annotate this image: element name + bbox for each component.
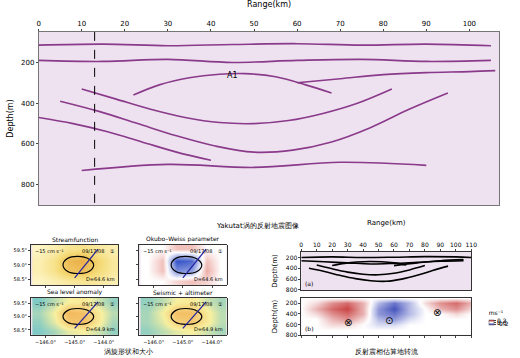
svg-text:~15 cm s⁻¹: ~15 cm s⁻¹: [143, 301, 172, 307]
svg-text:Seismic + altimeter: Seismic + altimeter: [153, 289, 213, 296]
svg-text:40: 40: [359, 241, 367, 248]
svg-text:60: 60: [390, 241, 398, 248]
svg-text:−146.0°: −146.0°: [35, 339, 57, 345]
svg-text:200: 200: [286, 299, 298, 306]
svg-text:Yakutat涡的反射地震图像: Yakutat涡的反射地震图像: [216, 222, 299, 230]
svg-text:Depth(m): Depth(m): [271, 299, 279, 333]
svg-text:D=64.9 km: D=64.9 km: [86, 326, 115, 332]
svg-text:09/17/08: 09/17/08: [190, 248, 212, 254]
svg-text:Okubo–Weiss parameter: Okubo–Weiss parameter: [146, 235, 220, 243]
svg-text:Streamfunction: Streamfunction: [52, 236, 98, 243]
svg-text:−144.0°: −144.0°: [202, 339, 224, 345]
svg-text:09/17/08: 09/17/08: [82, 248, 104, 254]
svg-text:59.5°: 59.5°: [13, 300, 27, 306]
svg-text:59.0°: 59.0°: [13, 262, 27, 268]
svg-text:800: 800: [286, 331, 298, 338]
svg-text:58.5°: 58.5°: [13, 327, 27, 333]
svg-text:涡旋形状和大小: 涡旋形状和大小: [104, 348, 153, 356]
svg-text:09/17/08: 09/17/08: [82, 301, 104, 307]
svg-text:−146.0°: −146.0°: [143, 339, 165, 345]
svg-text:50: 50: [250, 20, 259, 28]
svg-text:Depth(m): Depth(m): [271, 254, 279, 288]
svg-text:①: ①: [218, 301, 223, 307]
svg-text:①: ①: [110, 301, 115, 307]
svg-text:(b): (b): [305, 325, 314, 332]
svg-text:~15 cm s⁻¹: ~15 cm s⁻¹: [35, 248, 64, 254]
svg-text:(a): (a): [305, 280, 313, 287]
svg-text:10: 10: [77, 20, 86, 28]
svg-text:90: 90: [437, 241, 445, 248]
svg-text:60: 60: [293, 20, 302, 28]
svg-text:110: 110: [465, 241, 477, 248]
svg-text:400: 400: [21, 100, 34, 108]
svg-text:70: 70: [336, 20, 345, 28]
svg-text:−145.0°: −145.0°: [64, 339, 86, 345]
svg-text:600: 600: [286, 275, 298, 282]
svg-text:0.2: 0.2: [497, 317, 507, 324]
svg-text:50: 50: [375, 241, 383, 248]
svg-text:⊗: ⊗: [344, 317, 352, 328]
svg-text:~15 cm s⁻¹: ~15 cm s⁻¹: [35, 301, 64, 307]
svg-text:−145.0°: −145.0°: [172, 339, 194, 345]
svg-text:反射震相估算地转流: 反射震相估算地转流: [355, 348, 418, 356]
svg-text:80: 80: [421, 241, 429, 248]
svg-text:Sea level anomaly: Sea level anomaly: [47, 288, 103, 296]
svg-text:90: 90: [422, 20, 431, 28]
svg-text:70: 70: [406, 241, 414, 248]
svg-text:800: 800: [21, 181, 34, 189]
svg-text:①: ①: [218, 248, 223, 254]
svg-text:~15 cm s⁻¹: ~15 cm s⁻¹: [143, 248, 172, 254]
svg-text:Range(km): Range(km): [367, 219, 406, 227]
svg-text:0.0: 0.0: [497, 319, 507, 326]
svg-text:ms⁻¹: ms⁻¹: [489, 309, 504, 316]
svg-text:-0.2: -0.2: [497, 320, 509, 327]
svg-text:58.5°: 58.5°: [13, 276, 27, 282]
svg-text:800: 800: [286, 286, 298, 293]
svg-text:100: 100: [463, 20, 476, 28]
svg-text:59.5°: 59.5°: [13, 247, 27, 253]
svg-text:Range(km): Range(km): [247, 0, 291, 9]
svg-text:−144.0°: −144.0°: [93, 339, 115, 345]
svg-text:Depth(m): Depth(m): [6, 99, 15, 137]
svg-text:A1: A1: [227, 71, 238, 80]
svg-text:①: ①: [110, 248, 115, 254]
svg-text:10: 10: [313, 241, 321, 248]
svg-text:09/17/08: 09/17/08: [190, 301, 212, 307]
svg-text:30: 30: [344, 241, 352, 248]
svg-text:0: 0: [299, 241, 303, 248]
svg-text:D=64.9 km: D=64.9 km: [194, 326, 223, 332]
svg-text:⊗: ⊗: [433, 307, 441, 318]
svg-text:600: 600: [21, 140, 34, 148]
svg-text:⊙: ⊙: [385, 315, 393, 326]
svg-text:400: 400: [286, 264, 298, 271]
svg-text:30: 30: [163, 20, 172, 28]
svg-text:600: 600: [286, 321, 298, 328]
svg-text:80: 80: [379, 20, 388, 28]
svg-text:59.0°: 59.0°: [13, 313, 27, 319]
svg-text:100: 100: [450, 241, 462, 248]
svg-text:0: 0: [36, 20, 40, 28]
svg-text:20: 20: [328, 241, 336, 248]
svg-text:D=64.6 km: D=64.6 km: [194, 276, 223, 282]
svg-text:D=64.6 km: D=64.6 km: [86, 276, 115, 282]
svg-text:40: 40: [206, 20, 215, 28]
svg-text:20: 20: [120, 20, 129, 28]
svg-text:400: 400: [286, 310, 298, 317]
svg-text:200: 200: [286, 254, 298, 261]
svg-text:200: 200: [21, 59, 34, 67]
